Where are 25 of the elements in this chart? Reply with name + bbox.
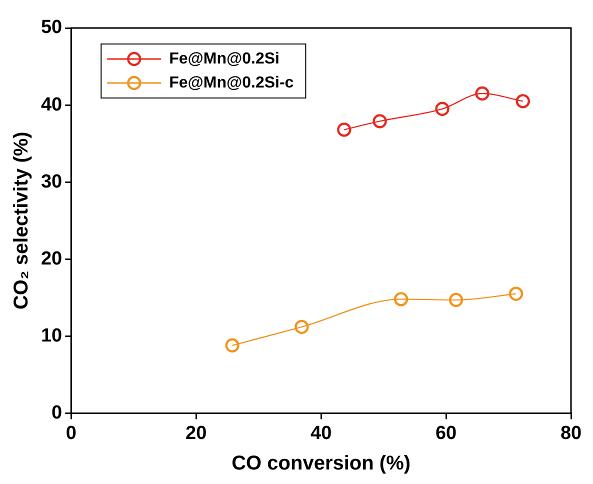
point (372, 114, 387, 128)
x-tick-label: 0 (66, 422, 76, 444)
y-tick-label: 20 (40, 248, 62, 270)
point (294, 320, 309, 334)
x-tick-label: 60 (435, 422, 457, 444)
y-tick-label: 30 (40, 171, 62, 192)
point (225, 338, 240, 353)
x-tick-label: 20 (186, 422, 207, 444)
point (508, 286, 524, 301)
point (516, 94, 530, 108)
x-tick-label: 40 (310, 422, 332, 444)
y-tick-label: 0 (52, 402, 62, 424)
legend-label: Fe@Mn@0.2Si (169, 50, 280, 68)
x-axis-title: CO conversion (%) (232, 452, 411, 475)
y-tick-label: 50 (40, 17, 62, 38)
y-tick-label: 10 (40, 325, 62, 346)
point (435, 102, 450, 116)
y-axis-title: CO₂ selectivity (%) (10, 132, 33, 310)
point (448, 292, 464, 308)
x-tick-label: 80 (560, 422, 582, 444)
point (475, 86, 490, 101)
y-tick-label: 40 (40, 94, 62, 116)
legend-label: Fe@Mn@0.2Si-c (169, 74, 294, 92)
point (337, 122, 352, 137)
point (394, 292, 408, 306)
